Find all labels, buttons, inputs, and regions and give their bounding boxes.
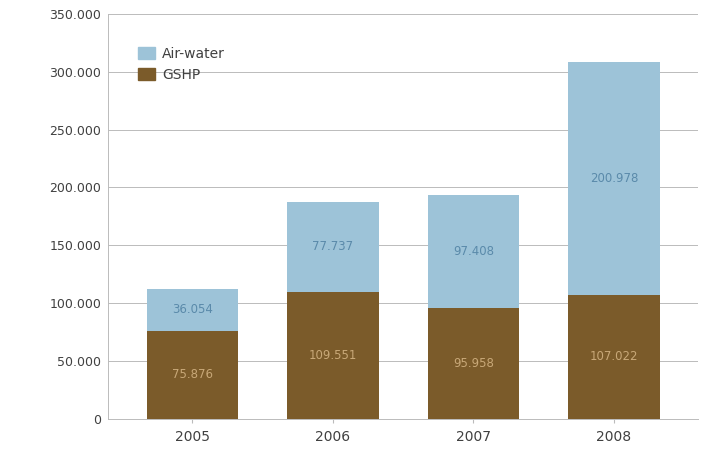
Bar	[287, 292, 379, 418]
Bar	[147, 331, 238, 418]
Bar	[147, 289, 238, 331]
Text: 97.408: 97.408	[453, 245, 494, 258]
Text: 107.022: 107.022	[590, 350, 639, 363]
Bar	[568, 62, 660, 295]
Text: 109.551: 109.551	[309, 349, 357, 362]
Bar	[428, 307, 519, 418]
Text: 95.958: 95.958	[453, 357, 494, 370]
Bar	[287, 202, 379, 292]
Bar	[568, 295, 660, 418]
Text: 77.737: 77.737	[312, 240, 354, 253]
Text: 36.054: 36.054	[172, 304, 213, 317]
Text: 200.978: 200.978	[590, 172, 638, 185]
Bar	[428, 195, 519, 307]
Legend: Air-water, GSHP: Air-water, GSHP	[132, 41, 230, 87]
Text: 75.876: 75.876	[172, 368, 213, 381]
